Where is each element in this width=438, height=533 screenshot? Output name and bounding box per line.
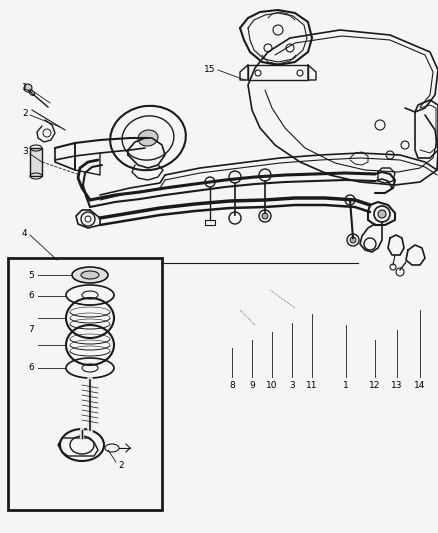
Text: 3: 3 [22,148,28,157]
Bar [8,258,162,510]
Text: 12: 12 [369,381,381,390]
Text: 2: 2 [118,462,124,471]
Text: 3: 3 [289,381,295,390]
Text: 8: 8 [229,381,235,390]
Circle shape [24,84,32,92]
Ellipse shape [72,267,108,283]
Text: 6: 6 [28,364,34,373]
Ellipse shape [138,130,158,146]
Text: 10: 10 [266,381,278,390]
Circle shape [350,237,356,243]
Circle shape [378,210,386,218]
Circle shape [262,213,268,219]
Text: 14: 14 [414,381,426,390]
Bar [248,65,308,80]
Text: 1: 1 [343,381,349,390]
Text: 6: 6 [28,290,34,300]
Text: 9: 9 [249,381,255,390]
Text: 1: 1 [22,83,28,92]
Bar [30,148,42,176]
Text: 7: 7 [28,326,34,335]
Ellipse shape [81,271,99,279]
Text: 15: 15 [204,66,216,75]
Text: 2: 2 [22,109,28,117]
Text: 13: 13 [391,381,403,390]
Text: 5: 5 [28,271,34,279]
Text: 11: 11 [306,381,318,390]
Text: 4: 4 [22,229,28,238]
